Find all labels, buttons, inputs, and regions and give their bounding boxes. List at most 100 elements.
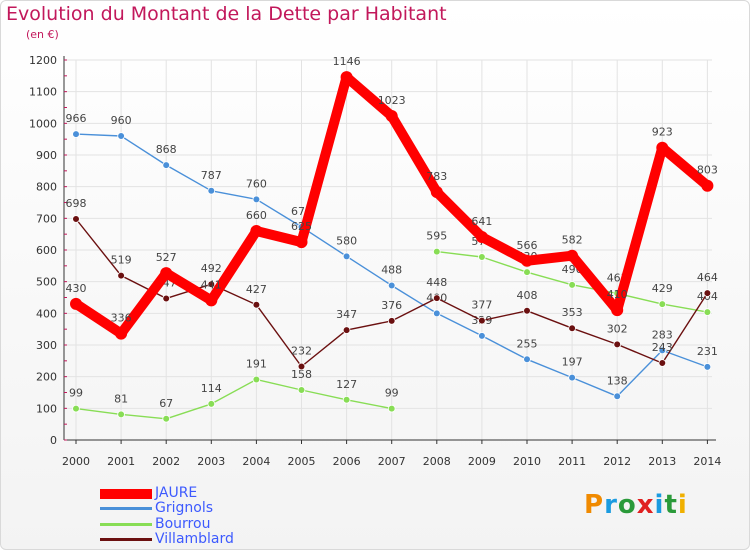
legend-swatch	[100, 507, 152, 511]
data-label: 527	[156, 251, 177, 264]
data-label: 353	[562, 306, 583, 319]
data-label: 625	[291, 220, 312, 233]
data-label: 99	[69, 387, 83, 400]
data-point	[295, 236, 308, 249]
data-point	[568, 281, 576, 289]
logo-letter: P	[584, 490, 605, 520]
x-tick-label: 2012	[603, 455, 631, 468]
data-label: 232	[291, 345, 312, 358]
data-label: 660	[246, 209, 267, 222]
data-point	[117, 271, 125, 280]
legend-label: Grignols	[155, 500, 214, 517]
y-tick-label: 1100	[29, 86, 57, 99]
data-point	[475, 231, 488, 244]
data-label: 67	[159, 397, 173, 410]
data-label: 960	[111, 114, 132, 127]
data-label: 519	[111, 254, 132, 267]
x-tick-label: 2013	[648, 455, 676, 468]
logo-letter: o	[617, 490, 637, 520]
data-point	[205, 294, 218, 307]
data-label: 488	[381, 263, 402, 276]
data-label: 114	[201, 382, 222, 395]
data-point	[703, 308, 712, 316]
data-point	[207, 400, 216, 408]
x-tick-label: 2006	[333, 455, 361, 468]
x-tick-label: 2002	[152, 455, 180, 468]
data-point	[613, 392, 621, 401]
data-label: 430	[66, 282, 87, 295]
data-label: 803	[697, 164, 718, 177]
data-point	[250, 225, 263, 237]
data-label: 99	[385, 387, 399, 400]
data-label: 158	[291, 368, 312, 381]
data-label: 429	[652, 282, 673, 295]
data-label: 427	[246, 283, 267, 296]
data-point	[252, 375, 261, 384]
legend-swatch	[100, 522, 152, 526]
data-point	[523, 306, 531, 315]
data-point	[297, 386, 306, 394]
data-point	[115, 327, 128, 340]
data-point	[72, 130, 80, 138]
data-point	[117, 132, 125, 140]
y-tick-label: 400	[36, 307, 57, 320]
logo-letter: x	[636, 490, 655, 520]
data-label: 783	[426, 170, 447, 183]
data-point	[658, 359, 667, 367]
logo-letter: i	[654, 490, 665, 520]
y-tick-label: 100	[36, 402, 57, 415]
x-tick-label: 2004	[242, 455, 270, 468]
data-label: 410	[607, 288, 628, 301]
x-tick-label: 2000	[62, 455, 90, 468]
data-label: 376	[381, 299, 402, 312]
data-point	[430, 186, 443, 199]
data-label: 582	[562, 234, 583, 247]
y-tick-label: 600	[36, 244, 57, 257]
data-point	[385, 110, 398, 123]
x-tick-label: 2003	[197, 455, 225, 468]
data-label: 81	[114, 392, 128, 405]
data-label: 492	[201, 262, 222, 275]
data-point	[703, 289, 712, 297]
legend-swatch	[100, 489, 152, 499]
data-point	[432, 309, 441, 318]
data-point	[523, 355, 531, 364]
legend-label: JAURE	[155, 485, 198, 501]
data-point	[117, 410, 125, 419]
x-tick-label: 2005	[288, 455, 316, 468]
y-tick-label: 900	[36, 149, 57, 162]
proxiti-logo: Proxiti	[584, 490, 688, 520]
y-tick-label: 200	[36, 371, 57, 384]
data-point	[72, 215, 80, 223]
chart-title: Evolution du Montant de la Dette par Hab…	[6, 3, 447, 25]
data-point	[252, 195, 261, 204]
data-point	[162, 414, 171, 423]
data-point	[342, 395, 351, 404]
data-label: 231	[697, 345, 718, 358]
data-point	[70, 297, 82, 310]
x-tick-label: 2011	[558, 455, 586, 468]
logo-letter: t	[664, 490, 678, 520]
data-label: 787	[201, 169, 222, 182]
data-label: 595	[426, 230, 447, 243]
data-point	[658, 300, 667, 308]
data-label: 255	[517, 337, 538, 350]
data-label: 1146	[333, 55, 361, 68]
x-tick-label: 2014	[693, 455, 721, 468]
data-point	[521, 254, 533, 267]
data-point	[342, 252, 351, 261]
data-label: 580	[336, 234, 357, 247]
data-point	[701, 179, 714, 192]
data-point	[568, 324, 576, 333]
data-label: 283	[652, 328, 673, 341]
data-label: 698	[66, 197, 87, 210]
data-point	[478, 332, 486, 340]
data-label: 441	[201, 278, 222, 291]
y-tick-label: 1200	[29, 54, 57, 67]
data-point	[611, 304, 624, 317]
data-label: 641	[471, 215, 492, 228]
legend-label: Villamblard	[155, 530, 234, 547]
data-point	[72, 404, 80, 413]
data-label: 347	[336, 308, 357, 321]
data-point	[207, 280, 216, 289]
